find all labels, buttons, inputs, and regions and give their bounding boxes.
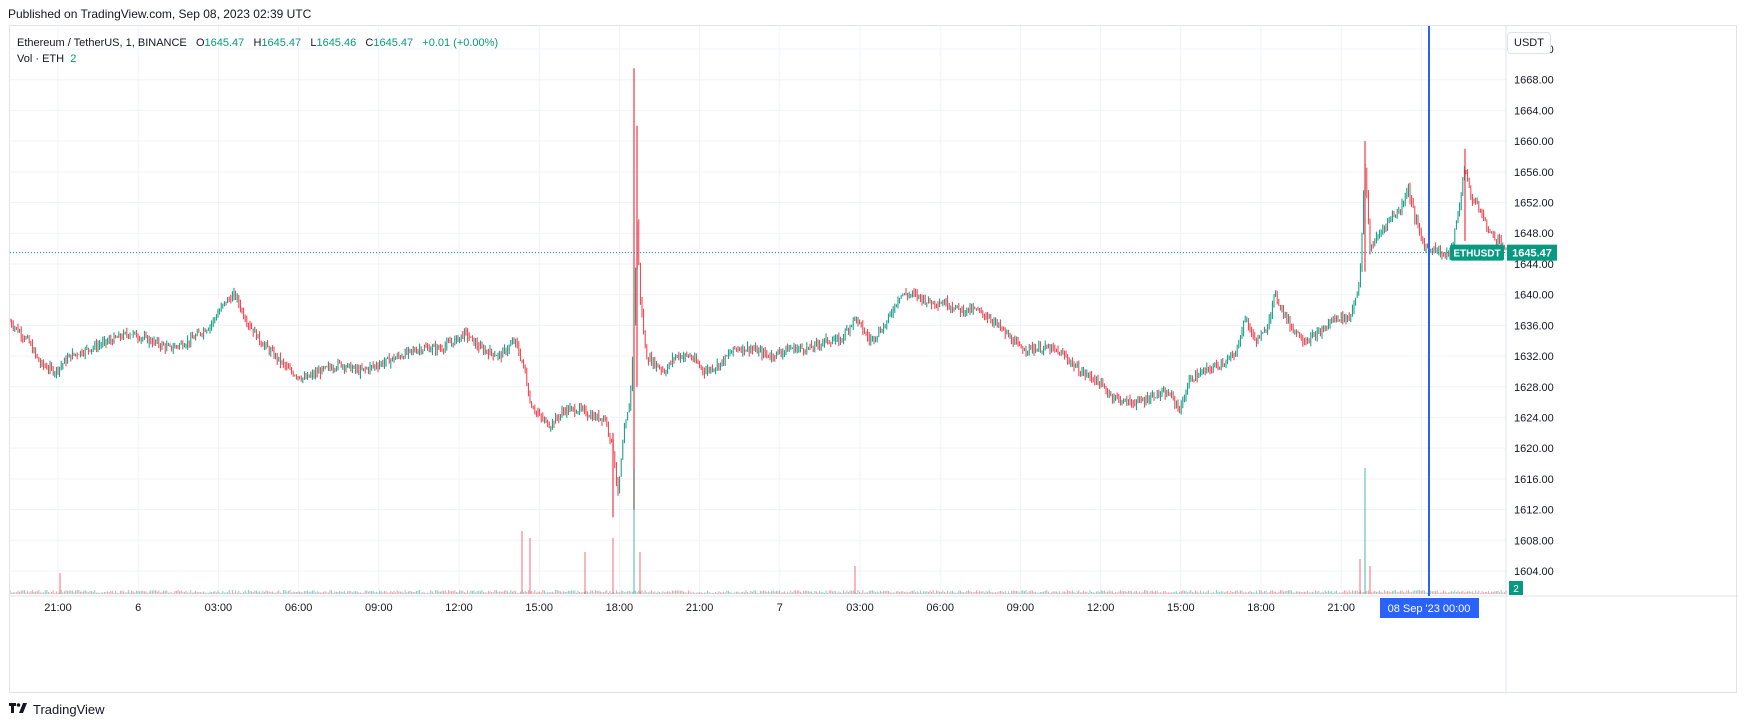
symbol-tag-bg [1450,244,1504,261]
high-value: 1645.47 [261,37,302,49]
volume-label: Vol · ETH [17,53,65,65]
symbol-label: Ethereum / TetherUS, 1, BINANCE [17,37,187,49]
y-tick-label: 1632.00 [1514,351,1554,363]
y-tick-label: 1656.00 [1514,167,1554,179]
y-tick-label: 1616.00 [1514,474,1554,486]
crosshair-time-tag-bg [1380,598,1479,618]
x-tick-label: 21:00 [686,602,714,614]
currency-unit-button[interactable]: USDT [1507,32,1551,54]
tradingview-brand[interactable]: TradingView [9,702,105,717]
y-tick-label: 1624.00 [1514,412,1554,424]
change-value: +0.01 (+0.00%) [422,37,499,49]
y-tick-label: 1648.00 [1514,228,1554,240]
y-tick-label: 1608.00 [1514,535,1554,547]
last-price-tag-bg [1507,244,1557,261]
close-label: C [365,37,374,49]
y-tick-label: 1620.00 [1514,443,1554,455]
volume-value: 2 [70,53,77,65]
open-value: 1645.47 [204,37,245,49]
chart-legend: Ethereum / TetherUS, 1, BINANCE O1645.47… [17,35,498,67]
x-tick-label: 15:00 [525,602,553,614]
y-tick-label: 1644.00 [1514,259,1554,271]
y-tick-label: 1664.00 [1514,105,1554,117]
x-tick-label: 06:00 [285,602,313,614]
x-tick-label: 6 [135,602,141,614]
y-tick-label: 1652.00 [1514,198,1554,210]
y-tick-label: 1636.00 [1514,320,1554,332]
y-tick-label: 1604.00 [1514,566,1554,578]
price-chart[interactable]: 1672.001668.001664.001660.001656.001652.… [10,26,1738,694]
x-tick-label: 09:00 [365,602,393,614]
y-tick-label: 1640.00 [1514,290,1554,302]
volume-tag: 2 [1513,584,1519,595]
low-value: 1645.46 [316,37,357,49]
chart-frame[interactable]: 1672.001668.001664.001660.001656.001652.… [9,25,1738,694]
x-tick-label: 7 [777,602,783,614]
x-tick-label: 18:00 [606,602,634,614]
y-tick-label: 1668.00 [1514,75,1554,87]
x-tick-label: 21:00 [1327,602,1355,614]
open-label: O [195,37,205,49]
x-tick-label: 09:00 [1007,602,1035,614]
brand-name: TradingView [33,702,105,717]
x-tick-label: 21:00 [44,602,72,614]
x-tick-label: 12:00 [1087,602,1115,614]
volume-tag-bg [1509,581,1523,595]
y-tick-label: 1660.00 [1514,136,1554,148]
low-label: L [310,37,317,49]
x-tick-label: 15:00 [1167,602,1195,614]
crosshair-time-tag: 08 Sep '23 00:00 [1388,603,1471,615]
x-tick-label: 03:00 [205,602,233,614]
high-label: H [253,37,262,49]
last-price-tag: 1645.47 [1512,248,1552,260]
symbol-tag: ETHUSDT [1453,249,1500,260]
x-tick-label: 18:00 [1247,602,1275,614]
x-tick-label: 03:00 [846,602,874,614]
x-tick-label: 12:00 [445,602,473,614]
y-tick-label: 1612.00 [1514,505,1554,517]
published-note: Published on TradingView.com, Sep 08, 20… [8,7,312,21]
y-tick-label: 1628.00 [1514,382,1554,394]
x-tick-label: 06:00 [926,602,954,614]
close-value: 1645.47 [373,37,414,49]
tradingview-logo-icon [9,702,29,717]
